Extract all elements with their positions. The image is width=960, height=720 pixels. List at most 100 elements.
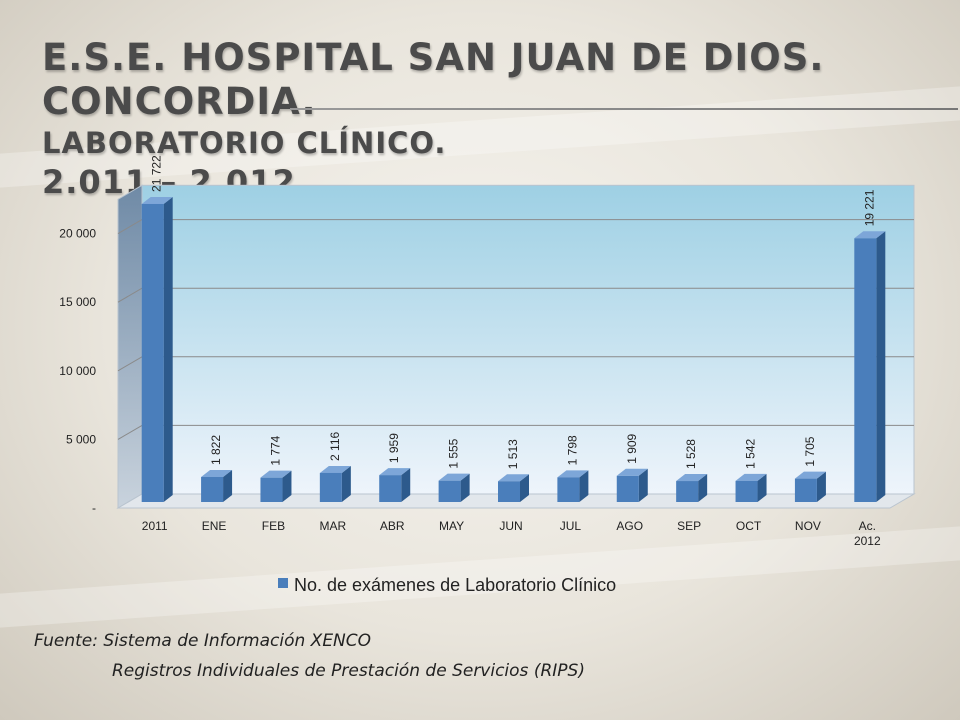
- source-line-2: Registros Individuales de Prestación de …: [112, 661, 585, 681]
- bar-top: [735, 473, 767, 481]
- bar: [735, 473, 767, 502]
- x-tick-label: FEB: [262, 519, 285, 533]
- x-tick-label: SEP: [677, 519, 701, 533]
- source-line-1: Fuente: Sistema de Información XENCO: [34, 631, 372, 651]
- bar: [676, 474, 708, 502]
- bar-side: [579, 470, 589, 502]
- bar-value-label: 19 221: [862, 189, 876, 226]
- x-tick-label: ENE: [202, 519, 227, 533]
- source-note: Fuente: Sistema de Información XENCO Reg…: [34, 626, 585, 686]
- y-tick-label: 15 000: [59, 295, 96, 309]
- bar-value-label: 2 116: [328, 432, 342, 461]
- bar-value-label: 1 959: [387, 433, 401, 463]
- bar: [260, 470, 292, 502]
- legend: No. de exámenes de Laboratorio Clínico: [278, 575, 616, 595]
- bar-side: [460, 473, 470, 502]
- bar-front: [201, 477, 224, 502]
- bar-side: [163, 196, 173, 502]
- y-tick-label: 10 000: [59, 364, 96, 378]
- bar-value-label: 1 909: [625, 433, 639, 463]
- bar-side: [520, 474, 529, 502]
- y-tick-label: 5 000: [66, 432, 96, 446]
- bar-value-label: 1 555: [447, 438, 461, 468]
- bar-top: [794, 471, 826, 479]
- x-tick-label: 2012: [854, 534, 881, 548]
- bar-side: [698, 474, 708, 502]
- bar-top: [676, 474, 708, 482]
- bar-side: [401, 468, 411, 502]
- x-tick-label: JUN: [499, 519, 522, 533]
- slide-title: E.S.E. HOSPITAL SAN JUAN DE DIOS. CONCOR…: [42, 36, 942, 202]
- legend-label: No. de exámenes de Laboratorio Clínico: [294, 575, 616, 595]
- chart-side-wall: [117, 184, 143, 509]
- bar-value-label: 1 528: [684, 439, 698, 469]
- bar: [498, 474, 529, 502]
- bar-top: [379, 468, 411, 476]
- bar-top: [319, 465, 351, 473]
- title-line-2: LABORATORIO CLÍNICO.: [42, 126, 447, 160]
- bar: [379, 468, 411, 502]
- gridline: [117, 287, 143, 303]
- bar-top: [260, 470, 292, 478]
- title-underline: [290, 108, 958, 110]
- x-tick-label: NOV: [795, 519, 821, 533]
- x-tick-label: OCT: [736, 519, 762, 533]
- legend-swatch: [278, 578, 288, 588]
- bar-top: [616, 468, 648, 476]
- bar-front: [379, 475, 402, 502]
- bar: [557, 470, 589, 502]
- x-tick-label: MAY: [439, 519, 464, 533]
- bar-value-label: 1 798: [565, 435, 579, 465]
- bar-top: [557, 470, 589, 478]
- bar-value-label: 1 705: [803, 436, 817, 466]
- x-tick-label: AGO: [616, 519, 643, 533]
- chart-back-wall: [141, 184, 915, 495]
- y-tick-label: -: [92, 501, 96, 515]
- bar: [616, 468, 648, 502]
- bar-side: [638, 468, 648, 502]
- bar-value-label: 1 822: [209, 435, 223, 465]
- bar-top: [498, 474, 529, 482]
- bar-value-label: 1 774: [268, 435, 282, 465]
- bar-side: [757, 473, 767, 502]
- bar-top: [854, 231, 886, 239]
- bar-top: [438, 473, 470, 481]
- bar-top: [201, 470, 233, 478]
- y-tick-label: 20 000: [59, 227, 96, 241]
- bar: [854, 231, 886, 502]
- bar-front: [616, 475, 639, 502]
- bar-value-label: 21 722: [150, 155, 164, 192]
- gridline: [117, 219, 143, 235]
- gridline: [117, 424, 143, 440]
- bar: [794, 471, 826, 502]
- bar-side: [341, 465, 351, 502]
- gridline: [117, 356, 143, 372]
- bar-front: [319, 472, 342, 502]
- bar-front: [676, 481, 699, 502]
- bar-front: [794, 478, 817, 502]
- bar-side: [816, 471, 826, 502]
- x-tick-label: Ac.: [859, 519, 876, 533]
- bar-front: [557, 477, 580, 502]
- x-tick-label: MAR: [320, 519, 347, 533]
- bar: [141, 196, 173, 502]
- bar-side: [223, 470, 233, 502]
- bar-top: [141, 196, 173, 204]
- x-tick-label: JUL: [560, 519, 582, 533]
- bar: [319, 465, 351, 502]
- title-line-1: E.S.E. HOSPITAL SAN JUAN DE DIOS. CONCOR…: [42, 36, 825, 123]
- bar-front: [141, 203, 164, 502]
- x-tick-label: 2011: [142, 519, 168, 533]
- bar-front: [854, 238, 877, 502]
- x-tick-label: ABR: [380, 519, 405, 533]
- bar: [438, 473, 470, 502]
- bar-value-label: 1 513: [506, 439, 520, 469]
- bar-front: [260, 477, 283, 502]
- bar-side: [876, 231, 886, 502]
- bar-value-label: 1 542: [744, 438, 758, 468]
- bar-front: [498, 481, 520, 502]
- bar-side: [282, 470, 292, 502]
- bar-front: [735, 480, 758, 502]
- bar-front: [438, 480, 461, 502]
